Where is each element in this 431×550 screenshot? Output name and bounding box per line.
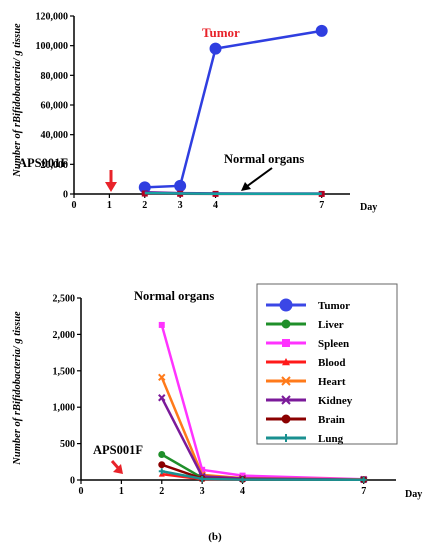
panel-b-y-tick-label: 500 xyxy=(60,439,75,450)
panel-b-liver-point xyxy=(158,451,166,459)
panel-a-y-tick-label: 40,000 xyxy=(41,130,69,141)
panel-b-x-axis-label: Day xyxy=(405,489,422,500)
panel-b-heart-point xyxy=(158,373,166,382)
panel-a-x-tick-label: 7 xyxy=(319,200,324,211)
panel-b-aps001f-arrow xyxy=(110,460,123,474)
legend-label-brain: Brain xyxy=(318,414,345,426)
legend-swatch-marker xyxy=(281,376,291,386)
legend-label-heart: Heart xyxy=(318,376,346,388)
panel-a-series-0-point xyxy=(315,24,328,37)
panel-b-aps001f-annotation: APS001F xyxy=(93,443,143,457)
panel-b-normal-organs-annotation: Normal organs xyxy=(134,289,214,303)
panel-a-series-0-point xyxy=(209,42,222,55)
panel-b-lung-point xyxy=(360,476,367,483)
legend-swatch-marker xyxy=(281,395,291,405)
panel-b-y-tick-label: 1,000 xyxy=(53,403,76,414)
panel-a-aps001f-annotation: APS001F xyxy=(18,156,68,170)
panel-b-x-tick-label: 0 xyxy=(79,486,84,497)
panel-b-lung-point xyxy=(158,468,165,475)
panel-b-y-tick-label: 1,500 xyxy=(53,366,76,377)
panel-a-normal-organs-annotation: Normal organs xyxy=(224,152,304,166)
panel-a-series-3-line xyxy=(144,191,322,196)
chart-panel-a: Number of rBifidobacteria/ g tissue 0 20,… xyxy=(12,12,377,214)
panel-a-x-tick-label: 0 xyxy=(72,200,77,211)
panel-b-legend: Tumor Liver Spleen Blood Heart Kidney Brain Lun… xyxy=(256,283,398,445)
legend-item-tumor: Tumor xyxy=(266,298,350,312)
legend-item-spleen: Spleen xyxy=(266,338,349,350)
panel-b-x-tick-label: 4 xyxy=(240,486,245,497)
panel-b-y-tick-label: 2,000 xyxy=(53,330,76,341)
legend-label-kidney: Kidney xyxy=(318,395,353,407)
panel-b-y-tick-label: 0 xyxy=(70,476,75,487)
legend-label-blood: Blood xyxy=(318,357,346,369)
legend-item-blood: Blood xyxy=(266,357,346,369)
panel-a-aps001f-arrow xyxy=(105,170,117,192)
legend-item-liver: Liver xyxy=(266,319,344,331)
panel-b-spleen-point xyxy=(239,472,246,479)
legend-swatch-marker xyxy=(281,319,291,329)
panel-a-x-tick-label: 2 xyxy=(142,200,147,211)
panel-a-y-tick-label: 60,000 xyxy=(41,101,69,112)
legend-label-liver: Liver xyxy=(318,319,344,331)
panel-b-spleen-point xyxy=(199,466,206,473)
panel-b-x-tick-label: 1 xyxy=(119,486,124,497)
panel-a-y-tick-label: 20,000 xyxy=(41,160,69,171)
panel-a-y-tick-label: 0 xyxy=(63,190,68,201)
panel-b-x-tick-label: 2 xyxy=(159,486,164,497)
panel-b-brain-point xyxy=(158,461,166,469)
panel-a-series-1-point xyxy=(318,190,325,197)
legend-swatch-marker xyxy=(282,358,290,366)
panel-b-spleen-point xyxy=(158,321,165,328)
legend-item-heart: Heart xyxy=(266,376,346,388)
chart-panel-b: Number of rBifidobacteria/ g tissue 0 500… xyxy=(12,283,422,500)
legend-item-brain: Brain xyxy=(266,414,345,426)
legend-item-lung: Lung xyxy=(266,433,344,445)
legend-swatch-marker xyxy=(282,434,290,442)
panel-b-y-axis-label: Number of rBifidobacteria/ g tissue xyxy=(12,311,23,466)
legend-swatch-marker xyxy=(281,414,291,424)
panel-b-lung-line xyxy=(161,470,364,482)
panel-a-x-tick-label: 1 xyxy=(107,200,112,211)
panel-b-x-tick-label: 3 xyxy=(200,486,205,497)
panel-b-lung-point xyxy=(239,476,246,483)
panel-b-x-tick-label: 7 xyxy=(361,486,366,497)
panel-b-y-tick-label: 2,500 xyxy=(53,294,76,305)
panel-a-series-0-point xyxy=(174,179,187,192)
panel-a-y-tick-label: 100,000 xyxy=(36,41,69,52)
legend-swatch-marker xyxy=(279,298,293,312)
panel-a-y-tick-label: 80,000 xyxy=(41,71,69,82)
panel-a-tumor-annotation: Tumor xyxy=(202,25,240,40)
panel-a-series-0-line xyxy=(144,29,322,189)
legend-label-tumor: Tumor xyxy=(318,300,350,312)
panel-a-x-tick-label: 4 xyxy=(213,200,218,211)
panel-a-y-tick-label: 120,000 xyxy=(36,12,69,23)
figure-caption: (b) xyxy=(208,531,222,543)
panel-a-x-tick-label: 3 xyxy=(178,200,183,211)
panel-a-x-axis-label: Day xyxy=(360,202,377,213)
panel-b-lung-point xyxy=(199,475,206,482)
legend-label-spleen: Spleen xyxy=(318,338,349,350)
panel-a-normal-organs-arrow xyxy=(241,167,273,191)
panel-a-y-axis-label: Number of rBifidobacteria/ g tissue xyxy=(12,23,23,178)
legend-label-lung: Lung xyxy=(318,433,344,445)
panel-b-kidney-point xyxy=(158,394,166,402)
panel-b-spleen-line xyxy=(160,324,364,481)
legend-swatch-marker xyxy=(282,339,290,347)
legend-item-kidney: Kidney xyxy=(266,395,353,407)
